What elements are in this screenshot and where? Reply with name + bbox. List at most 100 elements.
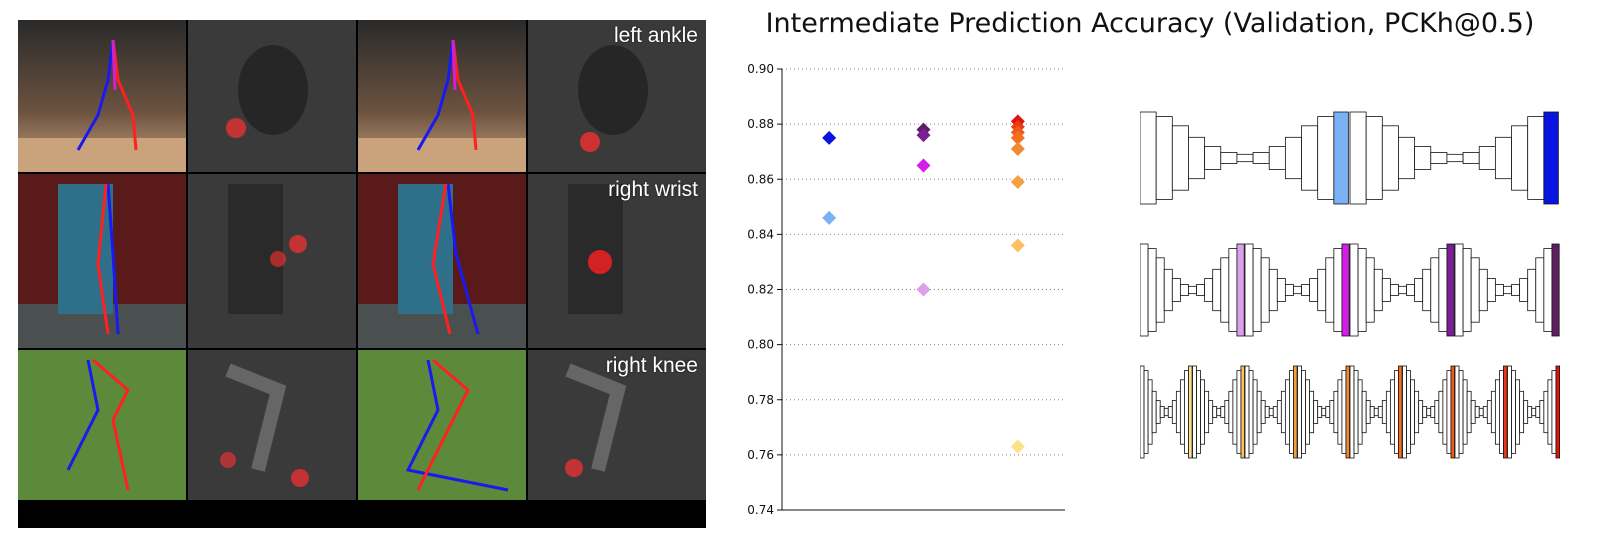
heatmap-knee-b: right knee	[528, 350, 706, 500]
hourglass-block	[1140, 365, 1145, 459]
hourglass-block	[1398, 285, 1407, 295]
hourglass-block	[1426, 407, 1432, 417]
row-label-right-knee: right knee	[605, 354, 698, 377]
hourglass-block	[1430, 257, 1440, 323]
hourglass-block	[1188, 136, 1206, 180]
hourglass-block	[1482, 406, 1488, 418]
hourglass-block	[1147, 379, 1153, 445]
data-point	[1010, 439, 1025, 454]
hourglass-block	[1317, 268, 1327, 312]
intermediate-output-block	[1341, 243, 1350, 337]
data-point	[822, 130, 837, 145]
hourglass-block	[1224, 400, 1230, 424]
y-tick-label: 0.82	[747, 283, 774, 297]
hourglass-block	[1196, 284, 1206, 296]
hourglass-block	[1212, 268, 1222, 312]
hourglass-block	[1527, 406, 1533, 418]
hourglass-block	[1232, 379, 1238, 445]
hourglass-block	[1462, 152, 1480, 164]
hourglass-block	[1236, 153, 1254, 163]
hourglass-block	[1446, 153, 1464, 163]
data-point	[916, 128, 931, 143]
hourglass-block	[1155, 116, 1173, 200]
hourglass-block	[1499, 370, 1504, 454]
hourglass-block	[1167, 406, 1173, 418]
hourglass-block	[1535, 406, 1541, 418]
hourglass-block	[1511, 125, 1529, 191]
intermediate-output-block	[1398, 365, 1403, 459]
hourglass-block	[1527, 116, 1545, 200]
hourglass-block	[1321, 407, 1327, 417]
hourglass-block	[1543, 248, 1553, 332]
hourglass-block	[1519, 390, 1525, 434]
hourglass-block	[1140, 243, 1149, 337]
hourglass-block	[1192, 365, 1197, 459]
hourglass-block	[1373, 407, 1379, 417]
hourglass-block	[1325, 257, 1335, 323]
hourglass-block	[1297, 365, 1302, 459]
hourglass-block	[1151, 390, 1157, 434]
hourglass-block	[1389, 379, 1395, 445]
hourglass-block	[1523, 400, 1529, 424]
hourglass-block	[1547, 379, 1553, 445]
accuracy-scatter-plot: 0.90 0.88 0.86 0.84 0.82 0.80 0.78 0.76 0.74	[747, 62, 1065, 517]
hourglass-block	[1264, 406, 1270, 418]
hourglass-block	[1494, 379, 1500, 445]
hourglass-block	[1280, 390, 1286, 434]
hourglass-block	[1365, 400, 1371, 424]
hourglass-block	[1470, 257, 1480, 323]
hourglass-block	[1438, 248, 1448, 332]
hourglass-block	[1268, 146, 1286, 170]
hourglass-block	[1478, 407, 1484, 417]
hourglass-block	[1276, 278, 1286, 302]
y-tick-label: 0.74	[747, 503, 774, 517]
hourglass-block	[1494, 136, 1512, 180]
hourglass-block	[1462, 248, 1472, 332]
hourglass-block	[1252, 152, 1270, 164]
hourglass-block	[1486, 278, 1496, 302]
hourglass-block	[1276, 400, 1282, 424]
hourglass-block	[1268, 268, 1278, 312]
hourglass-block	[1369, 406, 1375, 418]
hourglass-block	[1333, 390, 1339, 434]
hourglass-block	[1313, 400, 1319, 424]
hourglass-block	[1385, 390, 1391, 434]
intermediate-output-block	[1450, 365, 1455, 459]
hourglass-block	[1216, 407, 1222, 417]
row-label-left-ankle: left ankle	[613, 24, 698, 47]
hourglass-block	[1252, 248, 1262, 332]
hourglass-block	[1212, 406, 1218, 418]
hourglass-block	[1317, 116, 1335, 200]
chart-title: Intermediate Prediction Accuracy (Valida…	[765, 8, 1535, 39]
y-tick-label: 0.84	[747, 227, 774, 241]
intermediate-output-block	[1240, 365, 1245, 459]
hourglass-block	[1474, 406, 1480, 418]
hourglass-block	[1402, 365, 1407, 459]
example-image-wrist-pose-b	[358, 174, 526, 348]
hourglass-block	[1284, 379, 1290, 445]
example-image-wrist-pose-a	[18, 174, 186, 348]
hourglass-block	[1236, 370, 1242, 454]
intermediate-output-block	[1345, 365, 1350, 459]
hourglass-block	[1163, 407, 1169, 417]
hourglass-block	[1317, 406, 1323, 418]
example-image-knee-pose-b	[358, 350, 526, 500]
hourglass-block	[1204, 146, 1222, 170]
hourglass-block	[1155, 400, 1161, 424]
hourglass-block	[1414, 278, 1424, 302]
stacked-hourglass-architectures	[1140, 111, 1560, 459]
hourglass-block	[1394, 370, 1399, 454]
intermediate-output-block	[1503, 365, 1508, 459]
hourglass-block	[1418, 400, 1424, 424]
hourglass-block	[1470, 400, 1476, 424]
hourglass-block	[1434, 400, 1440, 424]
hourglass-block	[1284, 284, 1294, 296]
intermediate-output-block	[1333, 111, 1349, 205]
hourglass-block	[1208, 400, 1214, 424]
y-tick-label: 0.86	[747, 172, 774, 186]
hourglass-block	[1381, 400, 1387, 424]
hourglass-block	[1309, 278, 1319, 302]
hourglass-block	[1341, 370, 1347, 454]
hourglass-block	[1155, 257, 1165, 323]
hourglass-block	[1349, 243, 1359, 337]
